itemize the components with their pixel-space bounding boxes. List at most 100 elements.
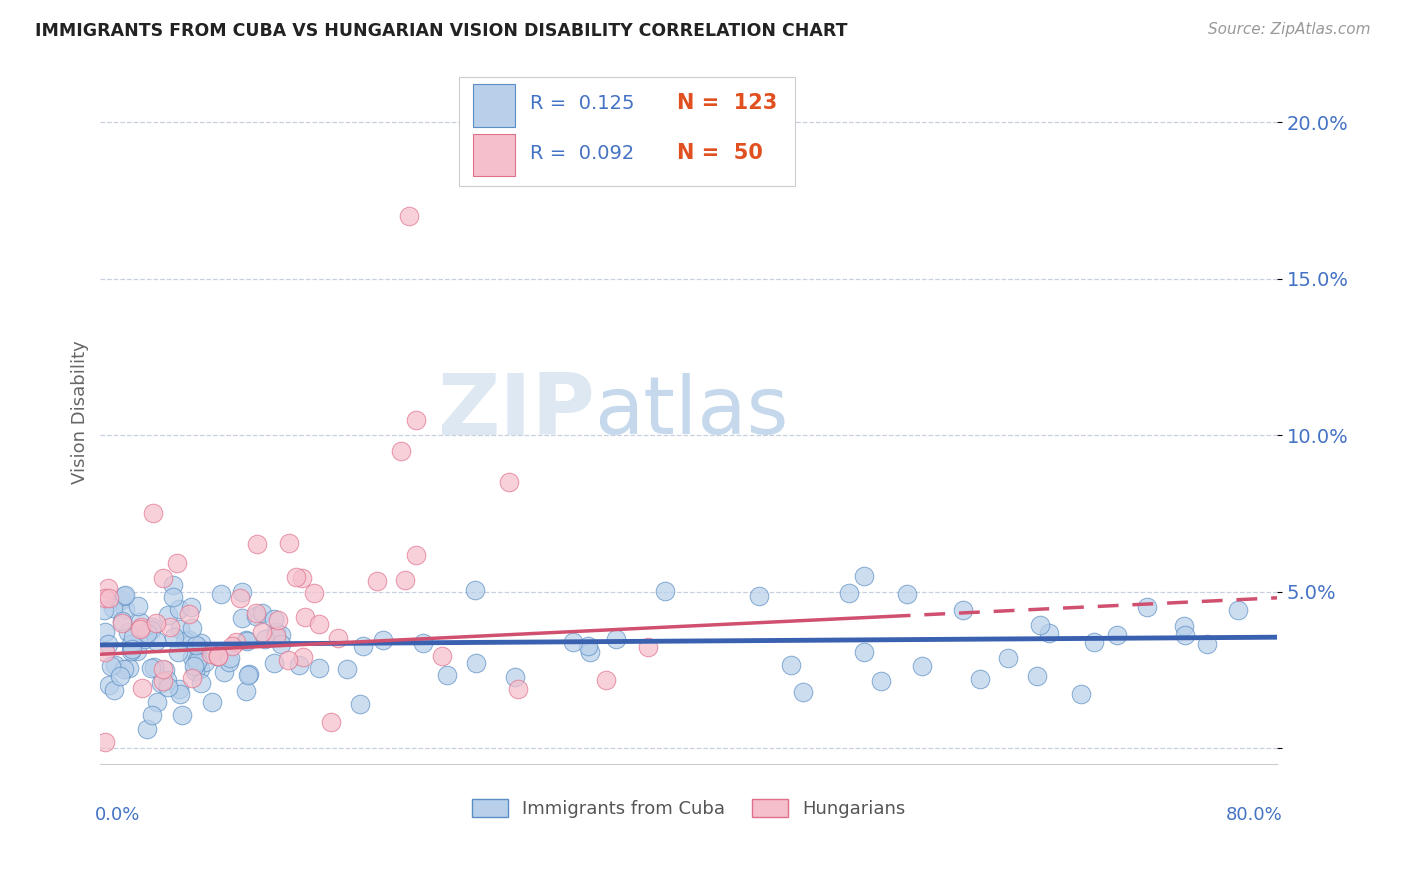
Point: [267, 613, 290, 627]
Point: [326, 631, 349, 645]
Point: [118, 661, 141, 675]
Point: [157, 681, 180, 695]
Point: [349, 697, 371, 711]
Point: [180, 600, 202, 615]
Point: [155, 664, 177, 678]
Point: [110, 615, 132, 630]
Point: [127, 599, 149, 613]
Point: [141, 707, 163, 722]
Point: [112, 662, 135, 676]
Point: [125, 644, 148, 658]
Point: [278, 536, 301, 550]
Point: [997, 651, 1019, 665]
Text: Source: ZipAtlas.com: Source: ZipAtlas.com: [1208, 22, 1371, 37]
Point: [187, 640, 209, 654]
Point: [336, 662, 359, 676]
Text: 0.0%: 0.0%: [94, 806, 139, 824]
Point: [263, 656, 285, 670]
Point: [498, 475, 520, 490]
Point: [166, 556, 188, 570]
Point: [136, 722, 159, 736]
Point: [245, 609, 267, 624]
Point: [162, 591, 184, 605]
Point: [93, 603, 115, 617]
Point: [134, 632, 156, 647]
Point: [101, 601, 124, 615]
Point: [169, 687, 191, 701]
Point: [200, 647, 222, 661]
Point: [505, 670, 527, 684]
Y-axis label: Vision Disability: Vision Disability: [72, 340, 89, 483]
Point: [183, 658, 205, 673]
Point: [235, 684, 257, 698]
Point: [167, 602, 190, 616]
Point: [104, 658, 127, 673]
Point: [254, 632, 277, 647]
Point: [114, 602, 136, 616]
Point: [250, 606, 273, 620]
Point: [180, 650, 202, 665]
Point: [163, 631, 186, 645]
Point: [97, 582, 120, 596]
Point: [149, 676, 172, 690]
Point: [143, 660, 166, 674]
Point: [270, 637, 292, 651]
Point: [131, 681, 153, 695]
Point: [291, 649, 314, 664]
Point: [94, 735, 117, 749]
Point: [156, 673, 179, 687]
Point: [952, 603, 974, 617]
Point: [194, 655, 217, 669]
Point: [1227, 603, 1250, 617]
Point: [114, 588, 136, 602]
Point: [436, 667, 458, 681]
Point: [389, 443, 412, 458]
Point: [780, 657, 803, 672]
Point: [1070, 687, 1092, 701]
Point: [97, 637, 120, 651]
Point: [792, 685, 814, 699]
Point: [246, 537, 269, 551]
Point: [1025, 669, 1047, 683]
Point: [1083, 634, 1105, 648]
Point: [146, 694, 169, 708]
Point: [166, 645, 188, 659]
Text: 80.0%: 80.0%: [1226, 806, 1284, 824]
Point: [235, 632, 257, 647]
Point: [285, 570, 308, 584]
Text: R =  0.092: R = 0.092: [530, 144, 634, 162]
Point: [186, 655, 208, 669]
Point: [430, 648, 453, 663]
Point: [122, 630, 145, 644]
Point: [162, 578, 184, 592]
Point: [94, 645, 117, 659]
Point: [464, 656, 486, 670]
Point: [405, 549, 427, 563]
Point: [1105, 628, 1128, 642]
Point: [174, 633, 197, 648]
Point: [605, 632, 627, 646]
Point: [97, 591, 120, 605]
Point: [188, 662, 211, 676]
Point: [245, 606, 267, 620]
Point: [120, 643, 142, 657]
Point: [291, 571, 314, 585]
Point: [870, 674, 893, 689]
Point: [117, 625, 139, 640]
Point: [319, 714, 342, 729]
Point: [263, 612, 285, 626]
Point: [229, 591, 252, 605]
Point: [221, 640, 243, 654]
Point: [200, 695, 222, 709]
Point: [209, 587, 232, 601]
Point: [94, 624, 117, 639]
Text: ZIP: ZIP: [437, 370, 595, 453]
Point: [579, 645, 602, 659]
Point: [264, 624, 287, 639]
Point: [141, 623, 163, 637]
Point: [145, 634, 167, 648]
Point: [1038, 626, 1060, 640]
Point: [110, 593, 132, 607]
Point: [152, 662, 174, 676]
Text: atlas: atlas: [595, 373, 789, 450]
